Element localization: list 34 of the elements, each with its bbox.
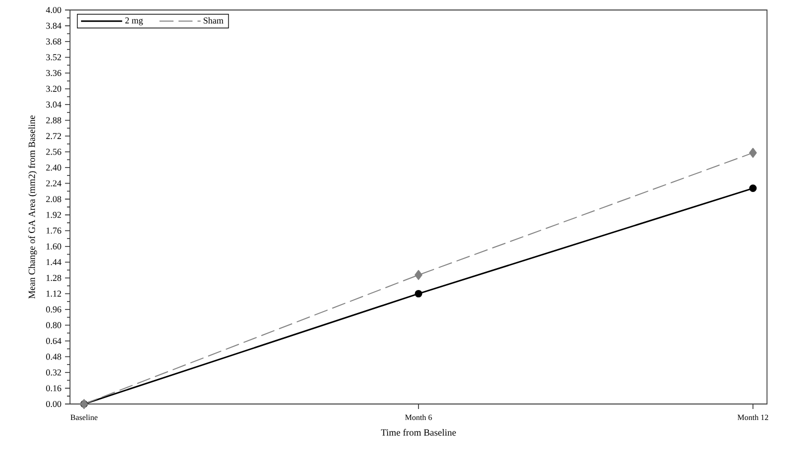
x-axis-title: Time from Baseline <box>380 428 456 436</box>
y-tick-label: 3.36 <box>46 70 62 76</box>
legend-label: 2 mg <box>125 17 143 26</box>
y-axis-title: Mean Change of GA Area (mm2) from Baseline <box>28 115 37 299</box>
y-tick-label: 1.92 <box>46 212 61 218</box>
point <box>414 290 422 298</box>
point <box>749 148 757 158</box>
y-tick-label: 0.96 <box>46 306 62 312</box>
y-tick-label: 1.60 <box>46 243 62 250</box>
y-tick-label: 0.32 <box>46 369 61 376</box>
y-tick-label: 0.80 <box>46 322 62 328</box>
y-tick-label: 3.68 <box>46 38 62 45</box>
y-tick-label: 1.28 <box>46 274 62 281</box>
y-tick-label: 0.00 <box>46 400 62 408</box>
y-tick-label: 3.52 <box>46 54 61 60</box>
point <box>749 184 757 192</box>
y-tick-label: 1.12 <box>46 290 61 297</box>
y-tick-label: 1.44 <box>46 259 62 266</box>
y-tick-label: 2.56 <box>46 148 62 155</box>
y-tick-label: 3.20 <box>46 86 62 92</box>
y-tick-label: 2.08 <box>46 196 62 202</box>
y-tick-label: 0.48 <box>46 354 62 360</box>
point <box>414 270 422 280</box>
y-tick-label: 2.40 <box>46 164 62 171</box>
y-tick-label: 0.64 <box>46 338 62 344</box>
y-tick-label: 4.00 <box>46 6 62 14</box>
y-tick-label: 0.16 <box>46 385 62 392</box>
y-tick-label: 2.88 <box>46 117 62 124</box>
y-tick-label: 2.72 <box>46 133 61 140</box>
y-tick-label: 3.84 <box>46 22 62 29</box>
y-tick-label: 2.24 <box>46 180 62 186</box>
legend-label: Sham <box>204 17 224 24</box>
y-tick-label: 3.04 <box>46 102 62 108</box>
y-tick-label: 1.76 <box>46 228 62 234</box>
